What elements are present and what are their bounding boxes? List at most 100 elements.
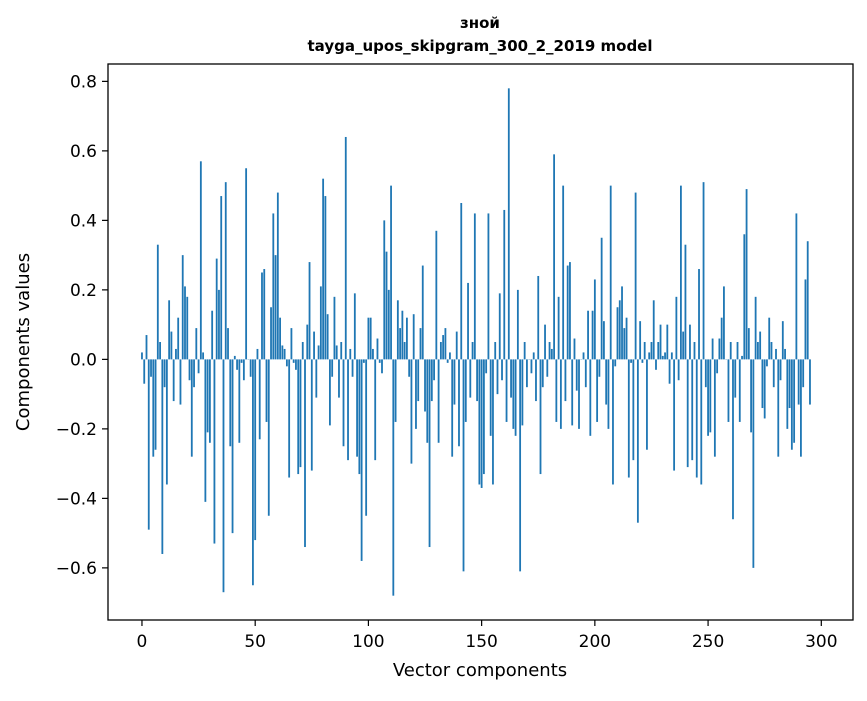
bar-component-32 xyxy=(214,359,216,543)
bar-component-156 xyxy=(494,342,496,359)
bar-component-33 xyxy=(216,259,218,360)
bar-component-60 xyxy=(277,193,279,360)
bar-component-249 xyxy=(705,359,707,387)
y-tick-label: 0.8 xyxy=(70,72,97,92)
bar-component-261 xyxy=(732,359,734,519)
bar-component-120 xyxy=(413,314,415,359)
bar-component-45 xyxy=(243,359,245,380)
bar-component-97 xyxy=(361,359,363,561)
bar-component-247 xyxy=(700,359,702,484)
bar-component-17 xyxy=(180,359,182,404)
bar-component-277 xyxy=(768,318,770,360)
bar-component-84 xyxy=(331,359,333,376)
bar-component-237 xyxy=(678,359,680,380)
bar-component-170 xyxy=(526,359,528,387)
bar-component-35 xyxy=(220,196,222,359)
bar-component-82 xyxy=(327,314,329,359)
bar-component-96 xyxy=(358,359,360,474)
bar-component-74 xyxy=(309,262,311,359)
bar-component-145 xyxy=(469,359,471,397)
bar-component-283 xyxy=(782,321,784,359)
x-tick-label: 0 xyxy=(137,632,148,652)
bar-component-244 xyxy=(694,342,696,359)
bar-component-223 xyxy=(646,359,648,449)
bar-component-132 xyxy=(440,342,442,359)
bar-component-72 xyxy=(304,359,306,547)
bar-component-173 xyxy=(533,352,535,359)
bar-component-133 xyxy=(442,335,444,359)
bar-component-137 xyxy=(451,359,453,456)
bar-component-116 xyxy=(404,342,406,359)
bar-component-280 xyxy=(775,349,777,359)
bar-component-202 xyxy=(598,359,600,376)
bar-component-186 xyxy=(562,186,564,360)
bar-component-153 xyxy=(488,213,490,359)
bar-component-147 xyxy=(474,213,476,359)
bar-component-41 xyxy=(234,356,236,359)
bar-component-217 xyxy=(632,359,634,460)
x-tick-label: 200 xyxy=(579,632,611,652)
bar-component-131 xyxy=(438,359,440,442)
bar-component-225 xyxy=(651,342,653,359)
bar-component-219 xyxy=(637,359,639,522)
bar-component-61 xyxy=(279,318,281,360)
bar-component-85 xyxy=(334,297,336,360)
bar-component-10 xyxy=(164,359,166,387)
bar-component-143 xyxy=(465,359,467,422)
bar-component-224 xyxy=(648,352,650,359)
y-tick-label: −0.2 xyxy=(56,420,97,440)
bar-component-139 xyxy=(456,332,458,360)
bar-component-152 xyxy=(485,359,487,373)
bar-component-175 xyxy=(537,276,539,359)
bar-component-198 xyxy=(589,359,591,435)
bar-component-117 xyxy=(406,318,408,360)
bar-component-150 xyxy=(481,359,483,488)
bar-component-25 xyxy=(198,359,200,373)
bar-component-110 xyxy=(390,186,392,360)
bar-component-138 xyxy=(454,359,456,404)
bar-component-101 xyxy=(370,318,372,360)
bar-component-102 xyxy=(372,349,374,359)
bar-component-210 xyxy=(617,307,619,359)
bar-component-115 xyxy=(401,311,403,360)
bar-component-165 xyxy=(515,359,517,435)
bar-component-154 xyxy=(490,359,492,435)
bar-component-55 xyxy=(266,359,268,422)
bar-component-23 xyxy=(193,359,195,387)
bar-component-189 xyxy=(569,262,571,359)
bar-component-6 xyxy=(155,359,157,449)
bar-component-49 xyxy=(252,359,254,585)
bar-component-214 xyxy=(626,318,628,360)
bar-component-233 xyxy=(669,359,671,383)
bar-component-128 xyxy=(431,359,433,401)
bar-component-200 xyxy=(594,279,596,359)
bar-component-212 xyxy=(621,286,623,359)
bar-component-205 xyxy=(605,359,607,404)
bar-component-94 xyxy=(354,293,356,359)
bar-component-8 xyxy=(159,342,161,359)
bar-component-91 xyxy=(347,359,349,460)
bar-component-3 xyxy=(148,359,150,529)
bar-component-240 xyxy=(685,245,687,360)
bar-component-40 xyxy=(232,359,234,533)
bar-component-76 xyxy=(313,332,315,360)
bar-component-195 xyxy=(583,352,585,359)
bar-component-2 xyxy=(146,335,148,359)
bar-component-163 xyxy=(510,359,512,397)
bar-component-174 xyxy=(535,359,537,401)
bar-component-57 xyxy=(270,307,272,359)
bar-component-226 xyxy=(653,300,655,359)
bars-group xyxy=(141,88,811,595)
bar-component-58 xyxy=(272,213,274,359)
bar-component-206 xyxy=(608,359,610,429)
bar-component-136 xyxy=(449,352,451,359)
bar-component-149 xyxy=(478,359,480,484)
bar-component-78 xyxy=(318,345,320,359)
bar-component-278 xyxy=(771,342,773,359)
bar-component-79 xyxy=(320,286,322,359)
bar-component-43 xyxy=(238,359,240,442)
bar-component-288 xyxy=(793,359,795,442)
bar-component-63 xyxy=(284,349,286,359)
bar-component-22 xyxy=(191,359,193,456)
bar-component-92 xyxy=(349,349,351,359)
